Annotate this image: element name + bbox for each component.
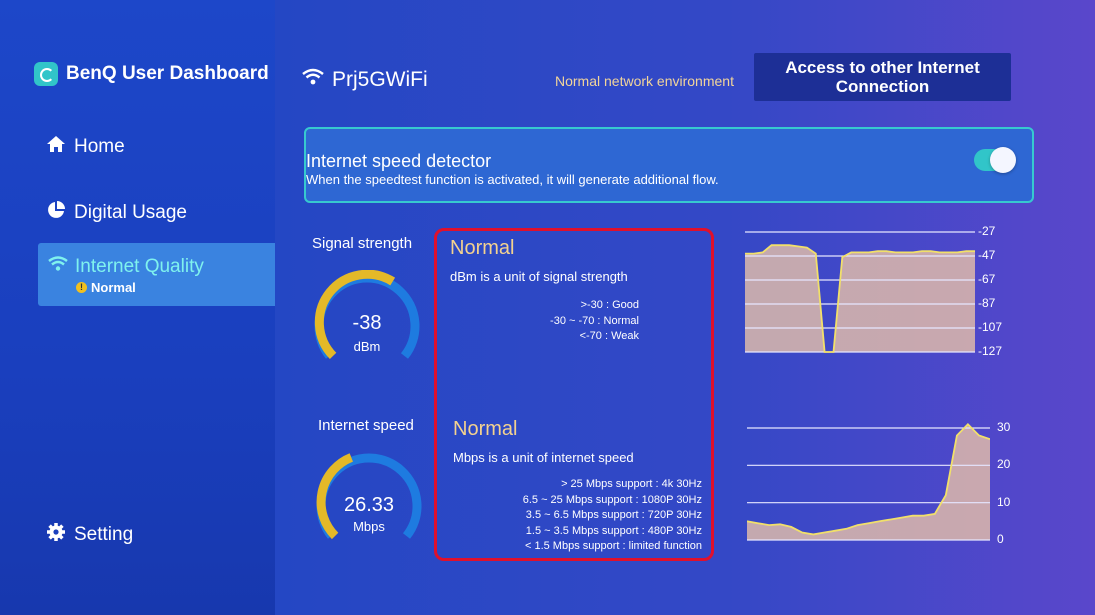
speed-value: 26.33 xyxy=(343,494,395,516)
signal-ranges: >-30 : Good -30 ~ -70 : Normal <-70 : We… xyxy=(550,298,639,345)
y-tick-label: 0 xyxy=(997,532,1004,546)
sidebar-item-label: Setting xyxy=(74,523,134,545)
pie-chart-icon xyxy=(46,200,66,225)
y-tick-label: 10 xyxy=(997,494,1011,509)
sidebar-item-setting[interactable]: Setting xyxy=(46,522,133,547)
signal-gauge xyxy=(314,270,420,360)
signal-unit: dBm xyxy=(353,339,381,354)
speed-history-chart xyxy=(747,423,990,541)
series-line xyxy=(747,423,990,536)
speed-detector-toggle[interactable] xyxy=(974,147,1016,173)
network-environment: Normal network environment xyxy=(555,73,734,89)
sidebar-item-digital-usage[interactable]: Digital Usage xyxy=(46,200,187,225)
speed-explanation: Mbps is a unit of internet speed xyxy=(453,450,634,465)
internet-speed-title: Internet speed xyxy=(318,417,414,434)
home-icon xyxy=(46,135,66,158)
status-text: Normal xyxy=(91,280,136,295)
range-item: > 25 Mbps support : 4k 30Hz xyxy=(561,478,702,490)
y-tick-label: -127 xyxy=(978,344,1003,358)
sidebar-item-label: Internet Quality xyxy=(75,256,204,277)
gear-icon xyxy=(46,522,66,547)
network-header: Prj5GWiFi xyxy=(302,68,428,92)
series-area xyxy=(747,424,990,540)
signal-value: -38 xyxy=(352,312,382,334)
y-tick-label: -107 xyxy=(978,320,1003,334)
range-item: <-70 : Weak xyxy=(579,330,639,342)
y-tick-label: 20 xyxy=(997,457,1011,472)
speed-ranges: > 25 Mbps support : 4k 30Hz 6.5 ~ 25 Mbp… xyxy=(523,477,702,555)
series-area xyxy=(745,245,975,352)
signal-history-chart xyxy=(745,231,975,353)
sidebar-item-label: Digital Usage xyxy=(74,201,187,223)
range-item: 1.5 ~ 3.5 Mbps support : 480P 30Hz xyxy=(525,524,702,537)
range-item: 6.5 ~ 25 Mbps support : 1080P 30Hz xyxy=(522,493,702,506)
speed-status: Normal xyxy=(453,418,518,440)
y-tick-label: 30 xyxy=(997,420,1011,434)
network-name: Prj5GWiFi xyxy=(332,68,428,91)
range-item: < 1.5 Mbps support : limited function xyxy=(524,540,702,552)
sidebar-item-home[interactable]: Home xyxy=(46,135,125,158)
sidebar-item-label: Home xyxy=(74,135,125,157)
speed-detector-card: Internet speed detector When the speedte… xyxy=(304,127,1034,203)
warning-icon: ! xyxy=(76,282,87,293)
speed-gauge xyxy=(316,453,422,540)
sidebar-item-internet-quality[interactable]: Internet Quality ! Normal xyxy=(38,243,278,306)
wifi-icon xyxy=(302,68,324,92)
range-item: -30 ~ -70 : Normal xyxy=(550,314,639,327)
signal-status: Normal xyxy=(450,237,515,259)
range-item: >-30 : Good xyxy=(580,299,639,311)
detector-description: When the speedtest function is activated… xyxy=(306,172,719,187)
y-tick-label: -27 xyxy=(978,224,996,238)
status-badge: ! Normal xyxy=(76,280,136,295)
brand-title: BenQ User Dashboard xyxy=(66,63,269,84)
speed-unit: Mbps xyxy=(353,519,385,534)
series-line xyxy=(745,244,975,353)
y-tick-label: -47 xyxy=(978,248,996,262)
y-tick-label: -87 xyxy=(978,296,996,310)
quality-info-box: Normal dBm is a unit of signal strength … xyxy=(434,228,714,561)
wifi-icon xyxy=(48,256,68,277)
range-item: 3.5 ~ 6.5 Mbps support : 720P 30Hz xyxy=(525,509,702,521)
y-tick-label: -67 xyxy=(978,272,996,286)
access-other-connection-button[interactable]: Access to other Internet Connection xyxy=(754,53,1011,101)
detector-title: Internet speed detector xyxy=(306,151,492,171)
benq-logo-icon xyxy=(34,62,58,86)
brand: BenQ User Dashboard xyxy=(34,62,269,86)
signal-explanation: dBm is a unit of signal strength xyxy=(450,269,628,284)
sidebar: BenQ User Dashboard Home Digital Usage I… xyxy=(0,0,278,615)
signal-strength-title: Signal strength xyxy=(312,235,413,252)
